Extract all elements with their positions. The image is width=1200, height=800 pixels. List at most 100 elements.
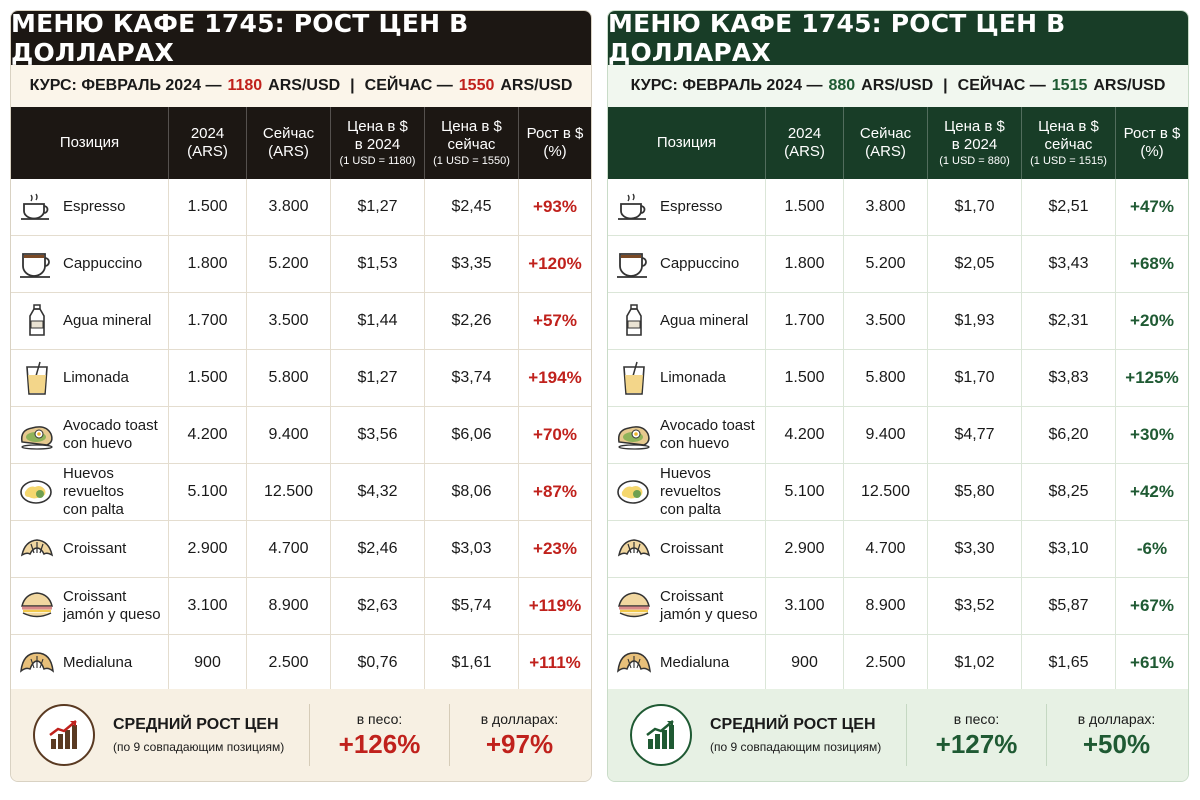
price-2024-ars: 1.800 bbox=[169, 236, 247, 292]
espresso-cup-icon bbox=[616, 189, 652, 225]
price-2024-ars: 1.800 bbox=[766, 236, 844, 292]
usd-growth-percent: +120% bbox=[528, 254, 582, 273]
table-row: Limonada 1.500 5.800 $1,70 $3,83 +125% bbox=[608, 350, 1188, 407]
croissant-icon bbox=[616, 531, 652, 567]
coffee-cup-icon bbox=[19, 246, 55, 282]
item-name: Agua mineral bbox=[660, 312, 749, 329]
usd-growth-percent: +47% bbox=[1130, 197, 1174, 216]
summary-subtitle: (по 9 совпадающим позициям) bbox=[710, 740, 882, 754]
price-now-usd: $1,65 bbox=[1022, 635, 1116, 691]
price-2024-usd: $1,02 bbox=[928, 635, 1022, 691]
price-2024-usd: $5,80 bbox=[928, 464, 1022, 520]
usd-growth-percent: +30% bbox=[1130, 425, 1174, 444]
price-now-ars: 5.200 bbox=[247, 236, 331, 292]
price-now-ars: 2.500 bbox=[844, 635, 928, 691]
rate-unit: ARS/USD bbox=[1093, 77, 1166, 94]
price-now-usd: $2,26 bbox=[425, 293, 519, 349]
summary-dollars: в долларах: +97% bbox=[449, 704, 589, 766]
item-name-cell: Croissant bbox=[608, 521, 766, 577]
item-name-cell: Medialuna bbox=[608, 635, 766, 691]
price-2024-ars: 1.500 bbox=[169, 179, 247, 235]
item-name-cell: Limonada bbox=[11, 350, 169, 406]
price-now-usd: $2,45 bbox=[425, 179, 519, 235]
col-header-now: Сейчас (ARS) bbox=[844, 107, 928, 179]
medialuna-icon bbox=[616, 645, 652, 681]
price-now-ars: 3.800 bbox=[844, 179, 928, 235]
price-2024-usd: $4,32 bbox=[331, 464, 425, 520]
water-bottle-icon bbox=[616, 303, 652, 339]
item-name: Espresso bbox=[63, 198, 126, 215]
rate-separator: | bbox=[350, 77, 355, 94]
price-2024-ars: 3.100 bbox=[766, 578, 844, 634]
average-growth-summary: СРЕДНИЙ РОСТ ЦЕН (по 9 совпадающим позиц… bbox=[608, 689, 1188, 781]
table-row: Avocado toast con huevo 4.200 9.400 $4,77 $6,… bbox=[608, 407, 1188, 464]
price-2024-ars: 4.200 bbox=[766, 407, 844, 463]
price-now-ars: 3.800 bbox=[247, 179, 331, 235]
col-header-usd-2024: Цена в $ в 2024 (1 USD = 1180) bbox=[331, 107, 425, 179]
usd-growth-percent: +61% bbox=[1130, 653, 1174, 672]
lemonade-glass-icon bbox=[19, 360, 55, 396]
usd-growth-percent: +70% bbox=[533, 425, 577, 444]
item-name-cell: Cappuccino bbox=[11, 236, 169, 292]
rate-now-label: СЕЙЧАС — bbox=[957, 77, 1046, 94]
summary-dollar-value: +50% bbox=[1082, 728, 1151, 759]
price-now-ars: 5.800 bbox=[247, 350, 331, 406]
average-growth-summary: СРЕДНИЙ РОСТ ЦЕН (по 9 совпадающим позиц… bbox=[11, 689, 591, 781]
price-now-usd: $6,06 bbox=[425, 407, 519, 463]
item-name: Medialuna bbox=[63, 654, 133, 671]
panel-title: МЕНЮ КАФЕ 1745: РОСТ ЦЕН В ДОЛЛАРАХ bbox=[11, 11, 591, 67]
item-name: Huevos revueltos bbox=[660, 465, 721, 500]
usd-growth-percent: +125% bbox=[1125, 368, 1179, 387]
item-name-line2: con huevo bbox=[660, 435, 730, 452]
summary-dollars: в долларах: +50% bbox=[1046, 704, 1186, 766]
price-now-ars: 5.200 bbox=[844, 236, 928, 292]
table-row: Huevos revueltos con palta 5.100 12.500 $4,3… bbox=[11, 464, 591, 521]
price-2024-usd: $1,44 bbox=[331, 293, 425, 349]
rate-separator: | bbox=[943, 77, 948, 94]
item-name-cell: Huevos revueltos con palta bbox=[608, 464, 766, 520]
avocado-toast-icon bbox=[616, 417, 652, 453]
table-row: Croissant jamón y queso 3.100 8.900 $3,52 $5,… bbox=[608, 578, 1188, 635]
avocado-toast-icon bbox=[19, 417, 55, 453]
price-2024-ars: 5.100 bbox=[766, 464, 844, 520]
item-name: Croissant bbox=[660, 540, 724, 557]
price-now-usd: $5,74 bbox=[425, 578, 519, 634]
summary-title: СРЕДНИЙ РОСТ ЦЕН bbox=[710, 716, 876, 733]
item-name: Croissant bbox=[63, 540, 127, 557]
item-name-line2: jamón y queso bbox=[63, 606, 161, 623]
price-now-ars: 8.900 bbox=[844, 578, 928, 634]
item-name-line2: con huevo bbox=[63, 435, 133, 452]
price-2024-ars: 900 bbox=[766, 635, 844, 691]
rate-feb-value: 880 bbox=[828, 77, 856, 94]
col-header-growth: Рост в $ (%) bbox=[1123, 125, 1181, 160]
price-2024-ars: 5.100 bbox=[169, 464, 247, 520]
price-2024-usd: $1,27 bbox=[331, 179, 425, 235]
price-2024-usd: $1,70 bbox=[928, 179, 1022, 235]
price-now-ars: 2.500 bbox=[247, 635, 331, 691]
summary-peso-value: +126% bbox=[338, 728, 421, 759]
lemonade-glass-icon bbox=[616, 360, 652, 396]
item-name-cell: Avocado toast con huevo bbox=[608, 407, 766, 463]
price-now-usd: $2,31 bbox=[1022, 293, 1116, 349]
item-name: Croissant bbox=[660, 588, 724, 605]
usd-growth-percent: +42% bbox=[1130, 482, 1174, 501]
price-2024-usd: $2,46 bbox=[331, 521, 425, 577]
item-name: Medialuna bbox=[660, 654, 730, 671]
price-2024-usd: $3,52 bbox=[928, 578, 1022, 634]
rate-unit: ARS/USD bbox=[500, 77, 573, 94]
col-header-position: Позиция bbox=[11, 107, 169, 179]
water-bottle-icon bbox=[19, 303, 55, 339]
exchange-rate-bar: КУРС: ФЕВРАЛЬ 2024 — 880 ARS/USD | СЕЙЧА… bbox=[608, 65, 1188, 107]
price-2024-usd: $1,93 bbox=[928, 293, 1022, 349]
col-header-2024: 2024 (ARS) bbox=[169, 107, 247, 179]
price-2024-ars: 1.700 bbox=[169, 293, 247, 349]
price-now-usd: $8,06 bbox=[425, 464, 519, 520]
item-name-cell: Avocado toast con huevo bbox=[11, 407, 169, 463]
item-name-line2: con palta bbox=[63, 501, 124, 518]
price-2024-ars: 1.700 bbox=[766, 293, 844, 349]
item-name-cell: Espresso bbox=[11, 179, 169, 235]
panel-rate-1180: МЕНЮ КАФЕ 1745: РОСТ ЦЕН В ДОЛЛАРАХ КУРС… bbox=[10, 10, 592, 782]
col-header-2024: 2024 (ARS) bbox=[766, 107, 844, 179]
table-row: Espresso 1.500 3.800 $1,70 $2,51 +47% bbox=[608, 179, 1188, 236]
item-name-cell: Agua mineral bbox=[608, 293, 766, 349]
